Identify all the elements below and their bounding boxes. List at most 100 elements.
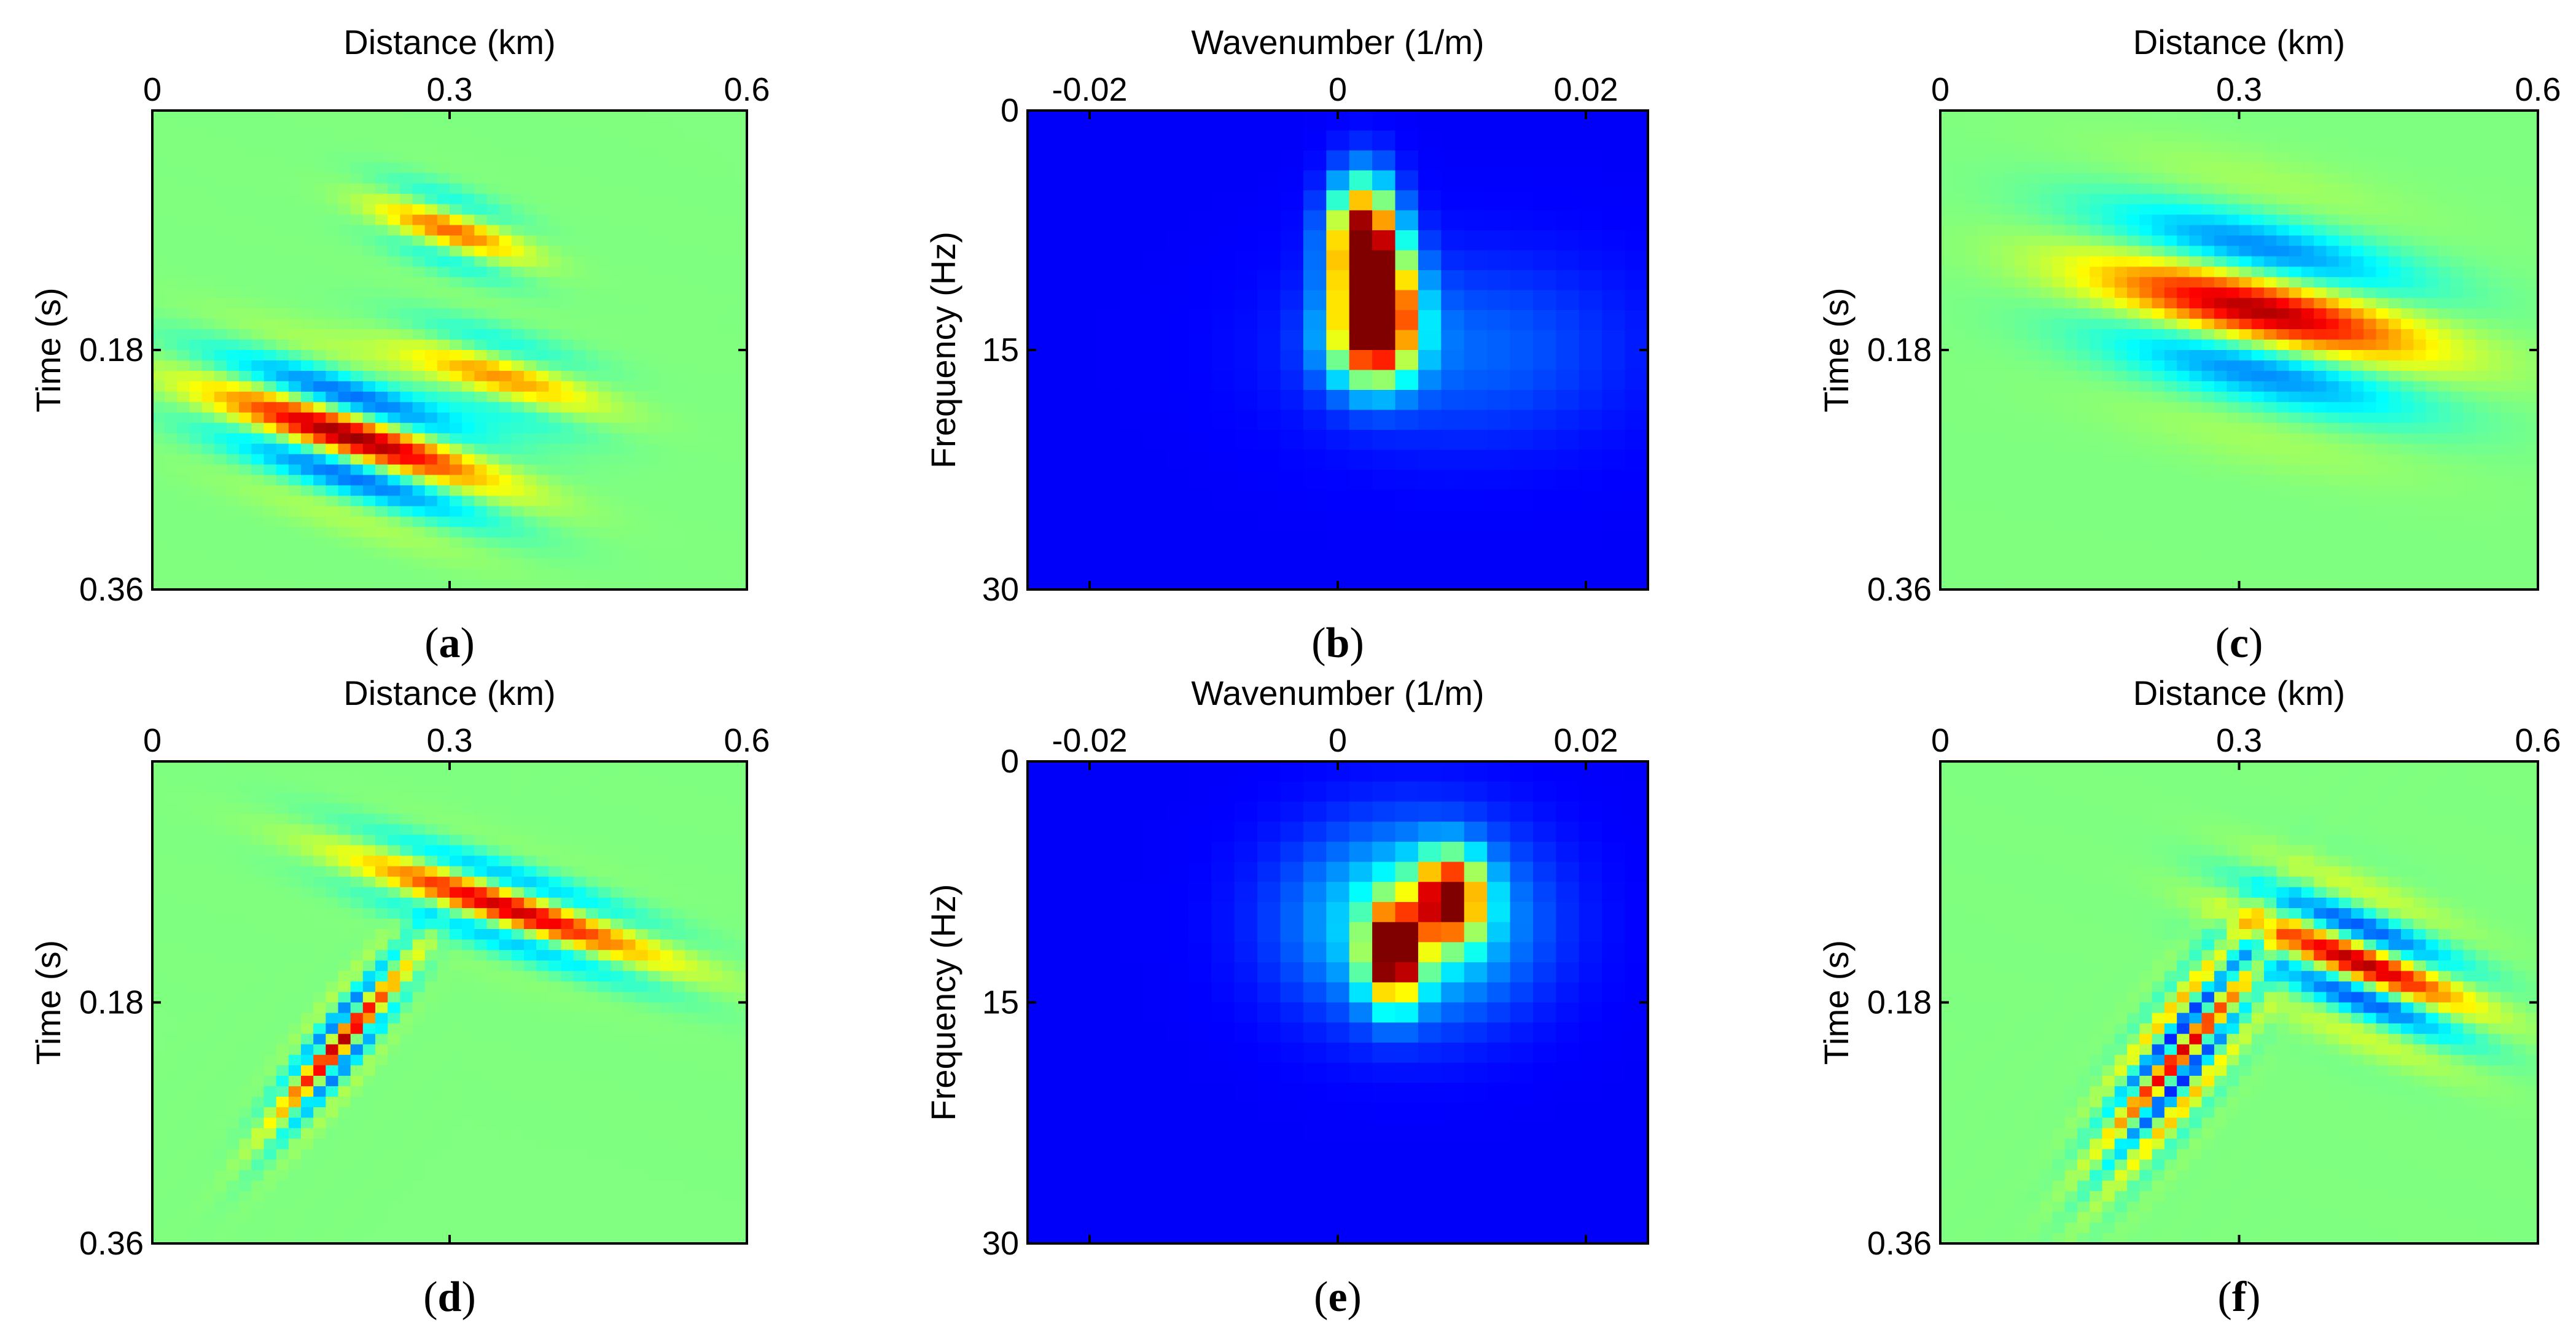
heatmap-cell	[1119, 510, 1143, 531]
heatmap-cell	[1441, 330, 1465, 351]
heatmap-cell	[2276, 120, 2290, 132]
heatmap-cell	[227, 308, 240, 319]
heatmap-cell	[1602, 529, 1626, 550]
y-tick-label: 30	[982, 571, 1019, 608]
heatmap-cell	[573, 340, 587, 351]
heatmap-cell	[189, 454, 203, 465]
heatmap-cell	[734, 173, 747, 184]
heatmap-cell	[1234, 270, 1258, 291]
heatmap-cell	[486, 225, 500, 236]
heatmap-cell	[2251, 193, 2265, 205]
heatmap-cell	[2239, 329, 2252, 340]
heatmap-cell	[1940, 319, 1953, 330]
heatmap-cell	[263, 454, 277, 465]
heatmap-cell	[165, 569, 178, 580]
heatmap-cell	[400, 402, 413, 413]
heatmap-cell	[462, 506, 475, 517]
heatmap-cell	[2376, 506, 2389, 517]
heatmap-cell	[1977, 506, 1991, 517]
heatmap-cell	[2351, 319, 2364, 330]
heatmap-cell	[2040, 214, 2053, 226]
heatmap-cell	[152, 246, 165, 257]
heatmap-cell	[2351, 475, 2364, 486]
heatmap-cell	[2027, 558, 2040, 569]
heatmap-cell	[685, 277, 698, 288]
heatmap-cell	[2513, 173, 2526, 184]
heatmap-cell	[2463, 266, 2476, 278]
heatmap-cell	[450, 454, 463, 465]
heatmap-cell	[201, 162, 215, 174]
heatmap-cell	[2077, 537, 2090, 548]
heatmap-cell	[350, 173, 364, 184]
heatmap-cell	[2525, 340, 2539, 351]
heatmap-cell	[1326, 130, 1350, 151]
heatmap-cell	[536, 350, 549, 361]
heatmap-cell	[2276, 443, 2290, 455]
heatmap-cell	[1532, 430, 1556, 451]
heatmap-cell	[2301, 443, 2314, 455]
heatmap-cell	[1326, 250, 1350, 271]
heatmap-cell	[2214, 308, 2227, 319]
heatmap-cell	[1372, 111, 1396, 131]
heatmap-cell	[1096, 330, 1120, 351]
heatmap-cell	[697, 391, 711, 403]
heatmap-cell	[301, 277, 314, 288]
heatmap-cell	[1625, 210, 1649, 231]
heatmap-cell	[1464, 410, 1488, 430]
heatmap-cell	[1953, 454, 1966, 465]
heatmap-cell	[1965, 298, 1978, 309]
heatmap-cell	[511, 475, 525, 486]
heatmap-cell	[362, 443, 376, 455]
heatmap-cell	[1510, 170, 1534, 191]
heatmap-cell	[623, 235, 636, 247]
heatmap-cell	[635, 412, 649, 424]
heatmap-cell	[2239, 485, 2252, 496]
heatmap-cell	[263, 235, 277, 247]
heatmap-cell	[424, 496, 438, 507]
heatmap-cell	[1441, 489, 1465, 510]
heatmap-cell	[165, 454, 178, 465]
heatmap-cell	[2438, 266, 2451, 278]
heatmap-cell	[548, 475, 562, 486]
heatmap-cell	[2227, 308, 2240, 319]
heatmap-cell	[734, 308, 747, 319]
heatmap-cell	[598, 266, 611, 278]
heatmap-cell	[1028, 569, 1052, 590]
heatmap-cell	[276, 370, 289, 382]
heatmap-cell	[2152, 496, 2165, 507]
heatmap-cell	[2227, 329, 2240, 340]
heatmap-cell	[2077, 340, 2090, 351]
heatmap-cell	[2164, 162, 2177, 174]
heatmap-cell	[2426, 162, 2439, 174]
heatmap-cell	[2401, 162, 2414, 174]
heatmap-cell	[2376, 173, 2389, 184]
heatmap-cell	[1280, 270, 1304, 291]
heatmap-cell	[536, 162, 549, 174]
heatmap-cell	[338, 579, 351, 590]
heatmap-cell	[2500, 391, 2514, 403]
heatmap-cell	[536, 141, 549, 153]
heatmap-cell	[2289, 422, 2302, 434]
heatmap-cell	[375, 360, 388, 371]
heatmap-cell	[1965, 225, 1978, 236]
heatmap-cell	[2227, 402, 2240, 413]
heatmap-cell	[313, 162, 326, 174]
heatmap-cell	[2326, 370, 2340, 382]
heatmap-cell	[1625, 170, 1649, 191]
heatmap-cell	[2301, 340, 2314, 351]
heatmap-cell	[573, 516, 587, 527]
heatmap-cell	[623, 183, 636, 195]
heatmap-cell	[1326, 350, 1350, 371]
heatmap-cell	[2177, 391, 2190, 403]
heatmap-cell	[251, 298, 265, 309]
heatmap-cell	[2525, 329, 2539, 340]
heatmap-cell	[2139, 298, 2153, 309]
heatmap-cell	[511, 443, 525, 455]
heatmap-cell	[2090, 454, 2103, 465]
heatmap-cell	[1977, 464, 1991, 476]
heatmap-cell	[722, 131, 735, 142]
heatmap-cell	[214, 464, 227, 476]
heatmap-cell	[722, 402, 735, 413]
heatmap-cell	[1464, 310, 1488, 331]
heatmap-cell	[635, 225, 649, 236]
